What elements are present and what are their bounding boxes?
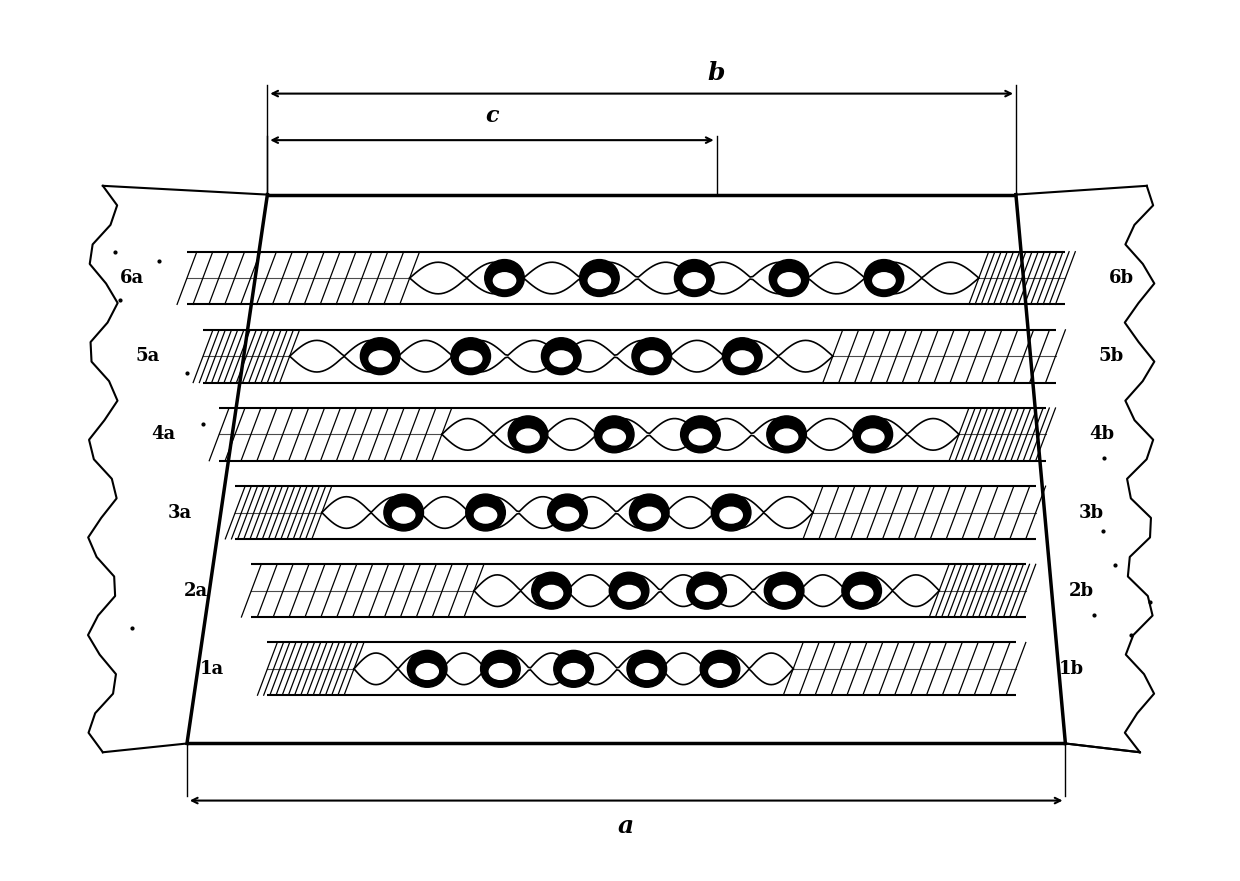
Ellipse shape [701,650,740,687]
Text: 3a: 3a [167,504,192,522]
Text: 1b: 1b [1059,660,1084,677]
Ellipse shape [696,585,718,601]
Ellipse shape [393,507,415,523]
Ellipse shape [481,650,521,687]
Ellipse shape [864,260,904,297]
Ellipse shape [579,260,619,297]
Text: 5a: 5a [135,347,160,366]
Ellipse shape [384,494,424,531]
Ellipse shape [370,351,392,366]
Ellipse shape [681,416,720,453]
Ellipse shape [554,650,594,687]
Ellipse shape [853,416,893,453]
Ellipse shape [775,429,797,445]
Ellipse shape [618,585,640,601]
Ellipse shape [632,337,672,374]
Ellipse shape [551,351,573,366]
Ellipse shape [603,429,625,445]
Ellipse shape [773,585,795,601]
Ellipse shape [494,273,516,289]
Ellipse shape [557,507,579,523]
Ellipse shape [766,416,806,453]
Text: 6b: 6b [1109,269,1133,287]
Ellipse shape [851,585,873,601]
Text: 1a: 1a [200,660,224,677]
Text: 5b: 5b [1099,347,1123,366]
Ellipse shape [641,351,663,366]
Ellipse shape [460,351,482,366]
Ellipse shape [532,573,572,609]
Text: 4b: 4b [1089,426,1114,443]
Ellipse shape [720,507,743,523]
Ellipse shape [417,663,438,679]
Ellipse shape [687,573,727,609]
Text: 4a: 4a [151,426,176,443]
Ellipse shape [541,585,563,601]
Ellipse shape [451,337,491,374]
Ellipse shape [517,429,539,445]
Ellipse shape [639,507,661,523]
Ellipse shape [842,573,882,609]
Ellipse shape [542,337,582,374]
Ellipse shape [769,260,808,297]
Ellipse shape [588,273,610,289]
Text: 2b: 2b [1069,581,1094,600]
Ellipse shape [408,650,446,687]
Ellipse shape [609,573,649,609]
Ellipse shape [636,663,658,679]
Ellipse shape [548,494,588,531]
Ellipse shape [712,494,751,531]
Ellipse shape [466,494,506,531]
Text: a: a [618,814,635,838]
Ellipse shape [777,273,800,289]
Text: 6a: 6a [119,269,144,287]
Ellipse shape [485,260,525,297]
Ellipse shape [689,429,712,445]
Ellipse shape [709,663,732,679]
Ellipse shape [361,337,401,374]
Text: 3b: 3b [1079,504,1104,522]
Ellipse shape [675,260,714,297]
Ellipse shape [873,273,895,289]
Ellipse shape [683,273,706,289]
Ellipse shape [723,337,763,374]
Ellipse shape [630,494,670,531]
Ellipse shape [732,351,754,366]
Ellipse shape [627,650,667,687]
Text: c: c [485,105,498,127]
Ellipse shape [563,663,585,679]
Ellipse shape [508,416,548,453]
Ellipse shape [594,416,634,453]
Ellipse shape [764,573,804,609]
Ellipse shape [862,429,884,445]
Ellipse shape [490,663,512,679]
Text: b: b [707,61,724,85]
Text: 2a: 2a [184,581,208,600]
Ellipse shape [475,507,497,523]
